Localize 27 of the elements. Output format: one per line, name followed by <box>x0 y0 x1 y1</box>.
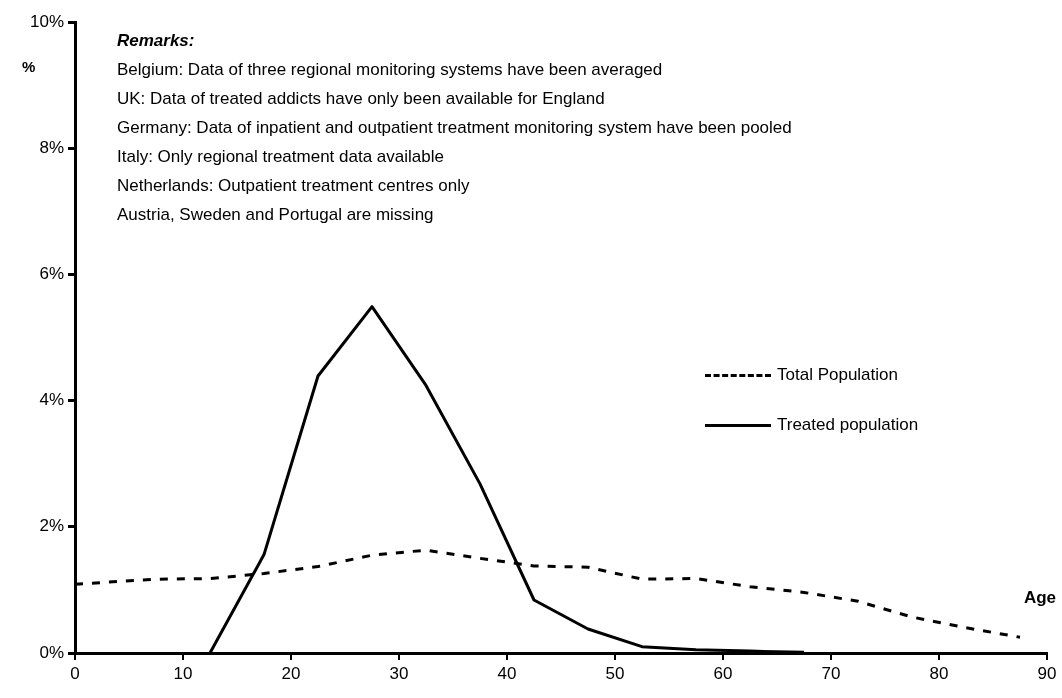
x-tick-label: 90 <box>1037 663 1057 683</box>
x-axis-title: Age <box>1023 588 1056 608</box>
annotation: Netherlands: Outpatient treatment centres only <box>117 175 471 197</box>
y-tick-label: 8% <box>39 137 64 157</box>
y-tick-label: 6% <box>39 264 64 284</box>
y-tick-label: 2% <box>39 516 64 536</box>
annotation: Belgium: Data of three regional monitoring systems have been averaged <box>117 59 664 81</box>
y-axis-title: % <box>22 58 36 75</box>
x-tick-label: 30 <box>389 663 409 683</box>
annotation: Remarks: <box>117 30 196 52</box>
legend-label: Treated population <box>777 415 919 435</box>
x-tick-label: 50 <box>605 663 625 683</box>
x-tick-label: 70 <box>821 663 841 683</box>
x-tick-label: 40 <box>497 663 517 683</box>
x-tick-label: 0 <box>70 663 80 683</box>
x-tick-label: 60 <box>713 663 733 683</box>
y-tick-label: 10% <box>29 11 64 31</box>
x-tick-label: 10 <box>173 663 193 683</box>
y-tick-label: 4% <box>39 390 64 410</box>
annotation: Italy: Only regional treatment data available <box>117 146 445 168</box>
annotation: Austria, Sweden and Portugal are missing <box>117 204 435 226</box>
y-tick-label: 0% <box>39 642 64 662</box>
annotation: UK: Data of treated addicts have only been available for England <box>117 88 606 110</box>
x-tick-label: 20 <box>281 663 301 683</box>
x-tick-label: 80 <box>929 663 949 683</box>
legend-label: Total Population <box>777 365 898 385</box>
annotation: Germany: Data of inpatient and outpatient treatment monitoring system have been pooled <box>117 117 792 139</box>
